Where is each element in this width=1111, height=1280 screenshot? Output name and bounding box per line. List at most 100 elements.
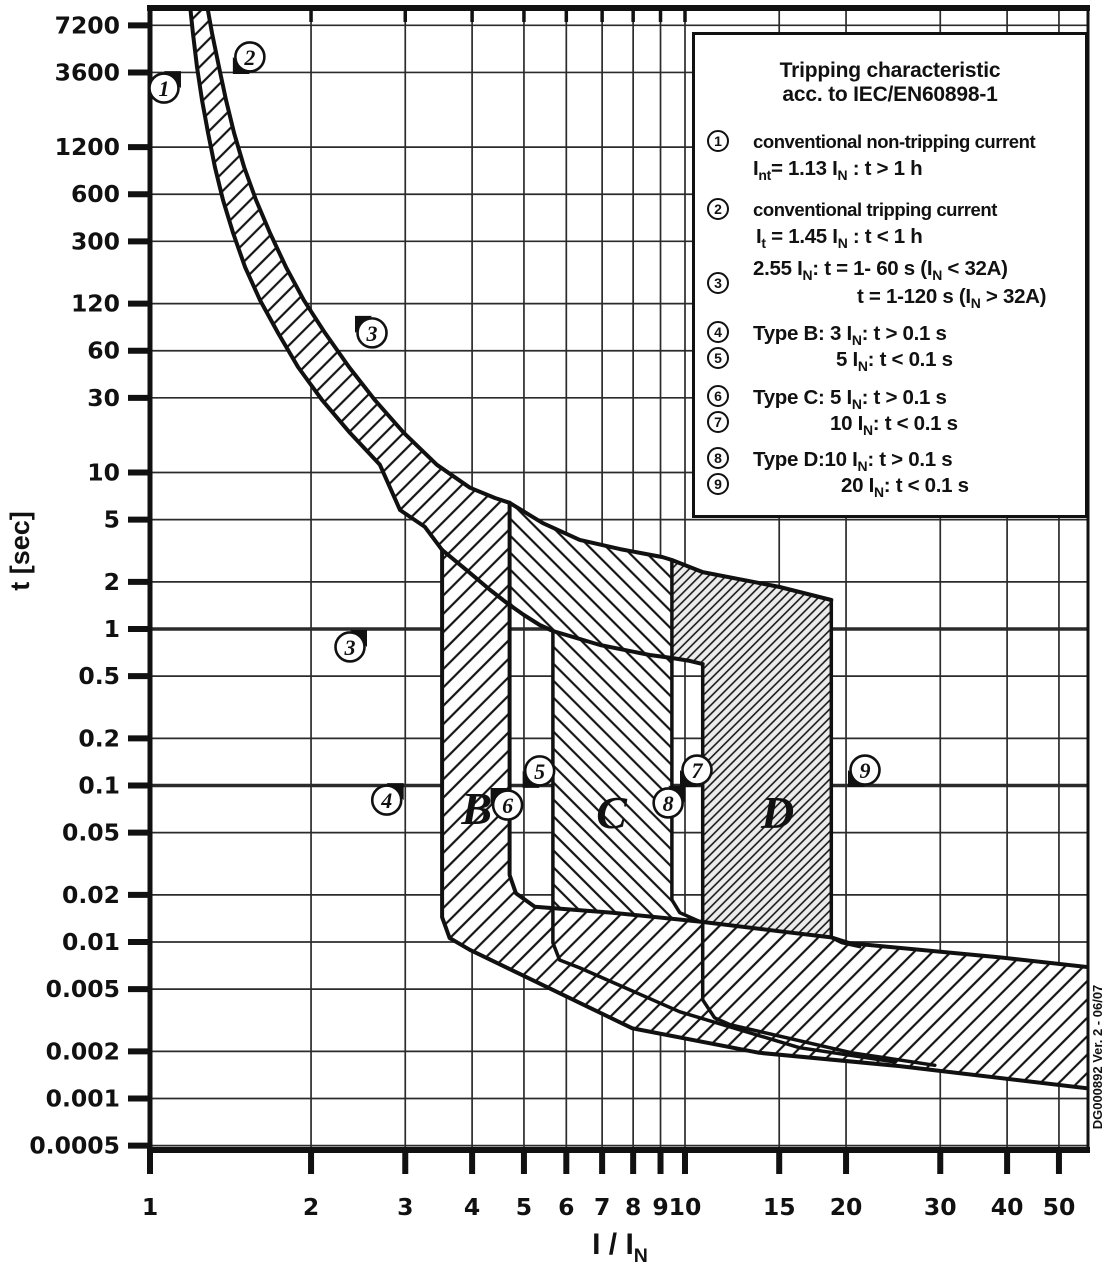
band-label-B: B xyxy=(460,783,492,834)
curve-lower-thermal-boundary-1.13In xyxy=(188,8,705,667)
legend-item-5-formula: 5 IN: t < 0.1 s xyxy=(836,348,953,374)
legend-title-line2: acc. to IEC/EN60898-1 xyxy=(782,83,998,106)
marker-number: 4 xyxy=(380,788,392,813)
curve-type-c-lower-5In xyxy=(551,629,897,1064)
tick-label-y-0.01: 0.01 xyxy=(62,928,120,956)
marker-number: 6 xyxy=(502,793,513,818)
tick-label-y-0.001: 0.001 xyxy=(46,1085,120,1113)
tick-label-y-0.002: 0.002 xyxy=(46,1037,120,1065)
band-label-C: C xyxy=(596,787,628,838)
legend-item-2-formula: It = 1.45 IN : t < 1 h xyxy=(756,225,923,251)
marker-circle xyxy=(370,784,403,816)
marker-number: 9 xyxy=(860,758,871,783)
marker-number: 7 xyxy=(691,758,703,783)
legend-item-2-number: 2 xyxy=(707,198,729,220)
tick-label-y-0.5: 0.5 xyxy=(78,662,120,690)
y-axis-title: t [sec] xyxy=(5,511,35,591)
marker-4: 4 xyxy=(370,783,404,816)
marker-circle xyxy=(681,754,713,786)
tick-label-y-0.005: 0.005 xyxy=(46,975,120,1003)
marker-number: 3 xyxy=(343,635,355,660)
tick-label-x-7: 7 xyxy=(594,1193,610,1221)
tick-label-y-60: 60 xyxy=(87,337,120,365)
legend-title-line1: Tripping characteristic xyxy=(779,59,1001,82)
x-axis-title: I / IN xyxy=(592,1228,648,1267)
tick-label-x-50: 50 xyxy=(1043,1193,1076,1221)
legend-item-3-number: 3 xyxy=(707,272,729,294)
region-thermal-and-type-b-band xyxy=(190,8,1088,1089)
tick-label-y-7200: 7200 xyxy=(55,11,120,39)
tick-label-x-2: 2 xyxy=(303,1193,319,1221)
tick-label-x-5: 5 xyxy=(516,1193,532,1221)
marker-circle xyxy=(523,755,556,787)
tick-label-y-0.1: 0.1 xyxy=(78,772,120,800)
marker-circle xyxy=(491,789,524,821)
legend-item-6-number: 6 xyxy=(707,385,729,407)
marker-1: 1 xyxy=(148,71,181,104)
curve-type-c-upper-10In xyxy=(670,558,702,924)
tick-label-y-0.2: 0.2 xyxy=(78,724,120,752)
marker-7: 7 xyxy=(679,754,713,788)
tick-label-x-3: 3 xyxy=(397,1193,413,1221)
tick-label-y-30: 30 xyxy=(87,384,120,412)
marker-circle xyxy=(356,317,388,349)
legend-item-8-formula: Type D:10 IN: t > 0.1 s xyxy=(753,448,953,474)
tick-label-y-5: 5 xyxy=(104,506,120,534)
marker-circle xyxy=(652,787,684,819)
legend-box: Tripping characteristic acc. to IEC/EN60… xyxy=(692,32,1088,518)
tick-label-y-3600: 3600 xyxy=(55,58,120,86)
legend-item-1-formula: Int= 1.13 IN : t > 1 h xyxy=(753,157,923,183)
band-label-D: D xyxy=(760,787,794,838)
marker-5: 5 xyxy=(522,755,556,788)
legend-item-9-formula: 20 IN: t < 0.1 s xyxy=(841,474,969,500)
hatched-bands xyxy=(190,8,1088,1089)
curve-upper-thermal-boundary-1.45In xyxy=(205,8,834,602)
tick-label-x-20: 20 xyxy=(830,1193,863,1221)
tick-label-y-0.05: 0.05 xyxy=(62,819,120,847)
curve-type-d-lower-10In xyxy=(700,662,937,1068)
legend-item-1-number: 1 xyxy=(707,130,729,152)
region-type-c-band xyxy=(509,502,700,922)
marker-number: 2 xyxy=(243,45,255,70)
legend-item-6-formula: Type C: 5 IN: t > 0.1 s xyxy=(753,386,947,412)
marker-3b: 3 xyxy=(334,629,367,663)
tick-label-x-9: 9 xyxy=(652,1193,668,1221)
marker-2: 2 xyxy=(232,41,266,74)
legend-item-4-formula: Type B: 3 IN: t > 0.1 s xyxy=(753,322,947,348)
characteristic-curves xyxy=(188,8,1088,1091)
tick-label-x-6: 6 xyxy=(558,1193,574,1221)
marker-circle xyxy=(334,631,366,663)
legend-item-1-label: conventional non-tripping current xyxy=(753,131,1036,152)
marker-6: 6 xyxy=(490,788,524,821)
curve-type-b-lower-3In-and-band-lower xyxy=(440,547,1088,1091)
tick-label-x-40: 40 xyxy=(991,1193,1024,1221)
tick-label-y-1: 1 xyxy=(104,615,120,643)
legend-item-3-formula-line2: t = 1-120 s (IN > 32A) xyxy=(857,285,1047,311)
marker-3: 3 xyxy=(355,315,388,349)
legend-item-7-formula: 10 IN: t < 0.1 s xyxy=(830,412,958,438)
marker-number: 8 xyxy=(663,791,674,816)
tick-label-y-0.0005: 0.0005 xyxy=(29,1132,120,1160)
marker-circle xyxy=(148,72,180,104)
tick-label-y-10: 10 xyxy=(87,459,120,487)
tick-label-x-4: 4 xyxy=(464,1193,480,1221)
legend-title: Tripping characteristic acc. to IEC/EN60… xyxy=(695,59,1085,107)
marker-circle xyxy=(849,754,881,786)
legend-item-8-number: 8 xyxy=(707,447,729,469)
axes-frame xyxy=(128,5,1090,1174)
legend-item-2-label: conventional tripping current xyxy=(753,199,997,220)
legend-item-5-number: 5 xyxy=(707,347,729,369)
marker-9: 9 xyxy=(848,754,881,788)
document-reference-text: DG000892 Ver. 2 - 06/07 xyxy=(1090,984,1105,1130)
legend-item-3-formula-line1: 2.55 IN: t = 1- 60 s (IN < 32A) xyxy=(753,257,1008,283)
legend-item-9-number: 9 xyxy=(707,473,729,495)
tick-label-y-1200: 1200 xyxy=(55,133,120,161)
tick-label-x-8: 8 xyxy=(625,1193,641,1221)
marker-number: 1 xyxy=(158,76,169,101)
marker-8: 8 xyxy=(652,785,686,819)
tick-label-y-300: 300 xyxy=(71,227,120,255)
tick-label-y-120: 120 xyxy=(71,290,120,318)
tick-label-x-1: 1 xyxy=(142,1193,158,1221)
